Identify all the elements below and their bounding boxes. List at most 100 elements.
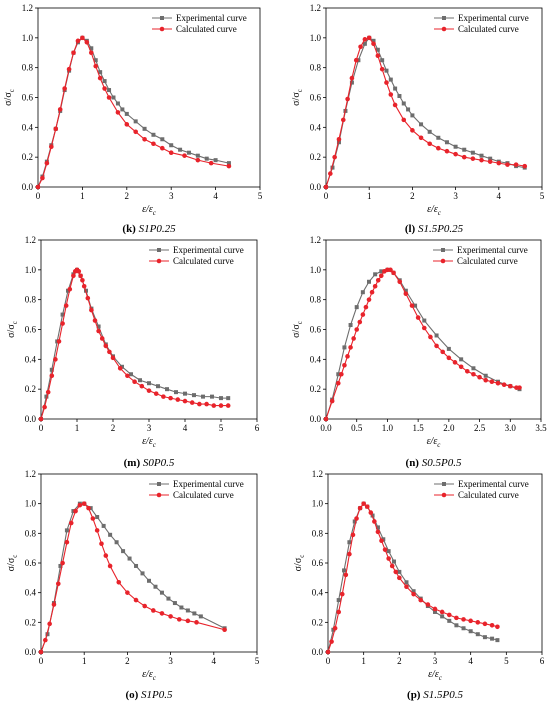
data-point-calculated bbox=[427, 141, 432, 147]
data-point-calculated bbox=[51, 602, 57, 607]
data-point-calculated bbox=[345, 96, 350, 102]
legend-label: Calculated curve bbox=[457, 256, 518, 266]
data-point-experimental bbox=[447, 618, 452, 623]
x-tick-label: 2 bbox=[410, 191, 415, 201]
data-point-experimental bbox=[386, 549, 391, 554]
data-point-calculated bbox=[375, 53, 381, 59]
y-tick-label: 0.4 bbox=[312, 588, 324, 598]
y-axis-label: σ/σc bbox=[293, 555, 306, 572]
data-point-experimental bbox=[461, 626, 466, 631]
x-tick-label: 0 bbox=[39, 656, 44, 666]
data-point-calculated bbox=[329, 639, 334, 644]
data-point-calculated bbox=[513, 162, 519, 167]
data-point-calculated bbox=[339, 591, 345, 597]
y-tick-label: 1.2 bbox=[310, 235, 321, 245]
data-point-calculated bbox=[56, 339, 62, 344]
panel-caption: (k) S1P0.25 bbox=[122, 223, 176, 235]
data-point-calculated bbox=[45, 389, 51, 395]
legend-marker-square bbox=[160, 16, 164, 20]
x-tick-label: 3 bbox=[433, 656, 438, 666]
data-point-calculated bbox=[452, 360, 458, 365]
data-point-calculated bbox=[401, 117, 407, 123]
data-point-experimental bbox=[226, 161, 231, 166]
data-point-experimental bbox=[436, 135, 441, 140]
y-tick-label: 0.2 bbox=[22, 152, 33, 162]
data-point-calculated bbox=[375, 529, 381, 535]
data-point-calculated bbox=[372, 283, 378, 289]
data-point-experimental bbox=[185, 608, 190, 613]
data-point-calculated bbox=[475, 620, 481, 625]
data-point-calculated bbox=[446, 612, 452, 618]
data-point-experimental bbox=[45, 632, 50, 637]
data-point-experimental bbox=[213, 158, 218, 163]
data-point-experimental bbox=[124, 111, 129, 116]
panel-caption: (l) S1.5P0.25 bbox=[405, 223, 464, 235]
data-point-experimental bbox=[114, 540, 119, 545]
data-point-calculated bbox=[384, 80, 389, 85]
data-point-calculated bbox=[364, 504, 370, 509]
data-point-calculated bbox=[464, 368, 470, 374]
y-tick-label: 1.2 bbox=[25, 235, 36, 245]
y-tick-label: 0.0 bbox=[25, 414, 37, 424]
data-point-calculated bbox=[194, 620, 199, 625]
data-point-calculated bbox=[372, 519, 377, 524]
data-point-experimental bbox=[140, 571, 145, 576]
data-point-experimental bbox=[471, 366, 476, 371]
data-point-calculated bbox=[360, 312, 366, 317]
data-point-calculated bbox=[90, 516, 96, 521]
data-point-experimental bbox=[169, 143, 174, 148]
data-point-calculated bbox=[404, 584, 409, 590]
data-point-calculated bbox=[197, 401, 202, 407]
series-line-experimental bbox=[37, 37, 230, 188]
data-point-calculated bbox=[60, 560, 65, 566]
x-tick-label: 5 bbox=[258, 191, 263, 201]
data-point-experimental bbox=[422, 318, 427, 323]
data-point-calculated bbox=[428, 334, 433, 340]
data-point-calculated bbox=[421, 325, 427, 331]
x-axis-label: ε/εc bbox=[142, 436, 157, 449]
data-point-calculated bbox=[388, 267, 393, 273]
x-tick-label: 4 bbox=[468, 656, 473, 666]
legend-label: Calculated curve bbox=[458, 24, 519, 34]
legend-label: Calculated curve bbox=[176, 24, 237, 34]
data-point-experimental bbox=[133, 119, 138, 124]
x-tick-label: 1 bbox=[82, 656, 87, 666]
data-point-calculated bbox=[226, 163, 232, 169]
data-point-calculated bbox=[440, 349, 446, 355]
y-tick-label: 0.0 bbox=[25, 647, 37, 657]
data-point-experimental bbox=[66, 288, 70, 293]
data-point-calculated bbox=[53, 126, 59, 132]
data-point-experimental bbox=[160, 137, 165, 142]
chart-panel-6: 0 1 2 3 4 5 6 0.0 0.2 0.4 0.6 0.8 1.0 1.2 σ/σc ε/εc Expe… bbox=[293, 469, 545, 701]
data-point-experimental bbox=[89, 46, 94, 51]
y-tick-label: 0.6 bbox=[22, 93, 34, 103]
data-point-experimental bbox=[336, 140, 341, 145]
data-point-experimental bbox=[142, 126, 147, 131]
data-point-experimental bbox=[121, 549, 126, 554]
data-point-calculated bbox=[371, 41, 376, 47]
data-point-calculated bbox=[505, 162, 510, 167]
data-point-calculated bbox=[461, 154, 467, 160]
y-tick-label: 0.6 bbox=[310, 325, 322, 335]
x-tick-label: 3 bbox=[453, 191, 458, 201]
data-point-calculated bbox=[391, 270, 396, 276]
data-point-calculated bbox=[55, 581, 61, 587]
x-axis-label: ε/εc bbox=[142, 204, 157, 217]
data-point-calculated bbox=[436, 145, 441, 151]
data-point-experimental bbox=[64, 528, 69, 533]
panel-caption-label: (o) bbox=[125, 689, 141, 701]
data-point-experimental bbox=[192, 611, 197, 616]
data-point-calculated bbox=[454, 615, 459, 621]
data-point-experimental bbox=[495, 638, 500, 643]
data-point-calculated bbox=[189, 400, 195, 405]
x-tick-label: 5 bbox=[255, 656, 260, 666]
data-point-calculated bbox=[49, 144, 54, 150]
legend-label: Experimental curve bbox=[457, 245, 528, 255]
y-tick-label: 0.6 bbox=[310, 93, 322, 103]
legend-marker-circle bbox=[156, 258, 162, 264]
data-point-experimental bbox=[354, 305, 359, 310]
data-point-experimental bbox=[427, 129, 432, 134]
data-point-calculated bbox=[471, 371, 476, 377]
data-point-experimental bbox=[219, 396, 223, 401]
